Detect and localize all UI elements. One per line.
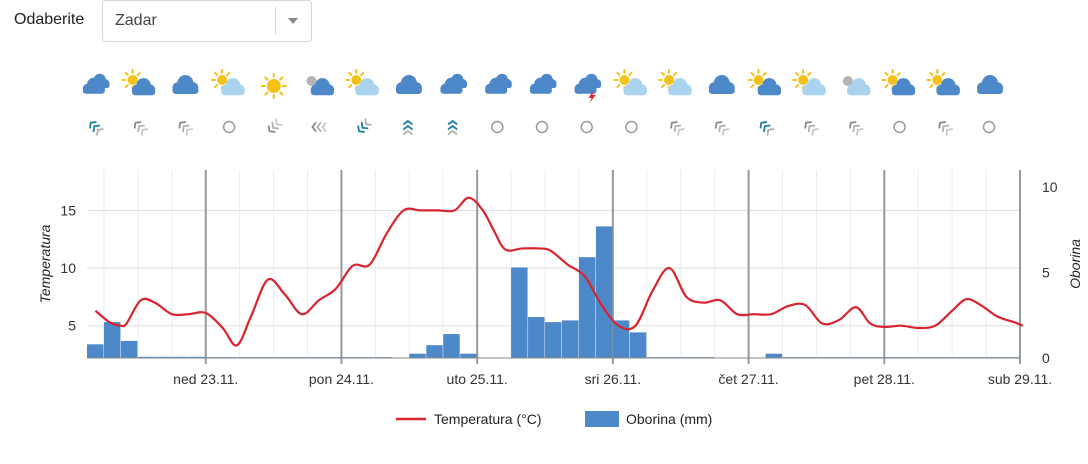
sun-cloud-icon — [121, 69, 156, 96]
wind-calm-icon — [535, 120, 549, 134]
precipitation-bar — [595, 226, 613, 358]
x-tick-label: uto 25.11. — [447, 371, 508, 387]
wind-calm-icon — [222, 120, 236, 134]
wind-sw-strong-icon — [759, 121, 775, 136]
precipitation-bar — [409, 353, 426, 358]
x-tick-label: sri 26.11. — [585, 371, 642, 387]
moon-cloud-icon — [306, 76, 335, 96]
forecast-icon-strip — [82, 69, 1003, 136]
legend-bar-swatch — [585, 411, 619, 427]
wind-w-light-icon — [311, 122, 327, 132]
legend-item-precipitation[interactable]: Oborina (mm) — [585, 411, 712, 427]
precipitation-bar — [443, 334, 460, 358]
y-left-axis-title: Temperatura — [37, 224, 53, 303]
y-left-tick-label: 5 — [68, 318, 76, 334]
wind-icon-row — [89, 118, 996, 136]
sun-cloud-light-icon — [613, 69, 647, 96]
select-divider — [275, 7, 276, 35]
precipitation-bar — [528, 316, 545, 358]
wind-calm-icon — [580, 120, 593, 134]
precipitation-bar — [426, 345, 443, 358]
wind-n-strong-icon — [447, 119, 458, 135]
y-left-tick-label: 15 — [60, 202, 76, 218]
precipitation-bar — [137, 356, 155, 358]
sun-cloud-icon — [926, 69, 960, 96]
wind-se-light-icon — [267, 118, 283, 133]
precipitation-bar — [188, 356, 206, 358]
precipitation-bar — [561, 320, 579, 358]
y-right-axis-title: Oborina — [1067, 239, 1083, 289]
legend-label-temperature: Temperatura (°C) — [434, 411, 542, 427]
wind-sw-light-icon — [133, 121, 149, 136]
sun-cloud-icon — [747, 69, 782, 96]
precipitation-bar — [545, 322, 562, 358]
x-tick-label: pet 28.11. — [854, 371, 915, 387]
chart-grid — [87, 170, 1021, 364]
wind-calm-icon — [982, 120, 996, 134]
precipitation-bar — [120, 340, 138, 358]
y-left-tick-label: 10 — [60, 260, 76, 276]
x-tick-label: pon 24.11. — [309, 371, 374, 387]
sun-cloud-light-icon — [345, 69, 379, 96]
legend-label-precipitation: Oborina (mm) — [626, 411, 712, 427]
precipitation-bar — [171, 356, 189, 358]
y-right-tick-label: 10 — [1042, 179, 1058, 195]
y-right-tick-label: 5 — [1042, 265, 1050, 281]
precipitation-bar — [765, 353, 783, 358]
sun-cloud-light-icon — [211, 69, 245, 96]
wind-calm-icon — [893, 120, 906, 134]
cloud-rain-icon — [82, 73, 110, 102]
wind-sw-light-icon — [178, 121, 194, 136]
sun-cloud-light-icon — [792, 69, 826, 96]
x-tick-label: sub 29.11. — [988, 371, 1052, 387]
precipitation-bar — [511, 267, 528, 358]
moon-cloud-light-icon — [842, 76, 871, 96]
precipitation-bar — [103, 322, 121, 358]
sun-cloud-icon — [881, 69, 916, 96]
wind-sw-light-icon — [670, 121, 685, 136]
cloud-rain-icon — [485, 73, 512, 102]
wind-sw-light-icon — [714, 121, 730, 136]
location-select-value: Zadar — [115, 12, 157, 29]
y-right-tick-label: 0 — [1042, 350, 1050, 366]
precipitation-bars — [87, 226, 1020, 358]
chevron-down-icon[interactable] — [288, 18, 298, 24]
wind-sw-light-icon — [938, 121, 953, 136]
chart-axes: 5 10 15 0 5 10 ned 23.11. pon 24.11. uto 25.11. s… — [37, 179, 1083, 387]
cloud-icon — [395, 75, 422, 94]
cloud-rain-icon — [440, 73, 468, 102]
precipitation-bar — [578, 257, 596, 358]
x-tick-label: čet 27.11. — [718, 371, 778, 387]
cloud-icon — [977, 75, 1003, 94]
wind-calm-icon — [625, 120, 638, 134]
wind-calm-icon — [491, 120, 504, 134]
sun-cloud-light-icon — [658, 69, 692, 96]
sun-icon — [260, 73, 287, 99]
temperature-line-layer — [94, 196, 1024, 347]
cloud-icon — [172, 75, 199, 94]
wind-nw-strong-icon — [357, 118, 372, 133]
location-toolbar: Odaberite Zadar — [0, 0, 1088, 46]
cloud-icon — [708, 75, 735, 94]
cloud-thunder-icon — [574, 73, 602, 103]
precipitation-bar — [154, 356, 172, 358]
wind-sw-light-icon — [804, 121, 819, 136]
precipitation-bar — [460, 353, 477, 358]
cloud-rain-icon — [529, 73, 557, 102]
wind-sw-light-icon — [849, 121, 864, 136]
weather-icon-row — [82, 69, 1003, 103]
precipitation-bar — [629, 332, 647, 358]
forecast-chart: 5 10 15 0 5 10 ned 23.11. pon 24.11. uto 25.11. s… — [37, 170, 1083, 427]
location-select[interactable]: Zadar — [102, 0, 312, 42]
chart-legend[interactable]: Temperatura (°C) Oborina (mm) — [396, 411, 712, 427]
wind-n-strong-icon — [402, 119, 413, 135]
select-label: Odaberite — [14, 11, 85, 28]
temperature-line — [94, 196, 1024, 347]
wind-sw-strong-icon — [89, 121, 104, 136]
legend-item-temperature[interactable]: Temperatura (°C) — [396, 411, 542, 427]
precipitation-bar — [87, 344, 104, 358]
x-tick-label: ned 23.11. — [173, 371, 238, 387]
